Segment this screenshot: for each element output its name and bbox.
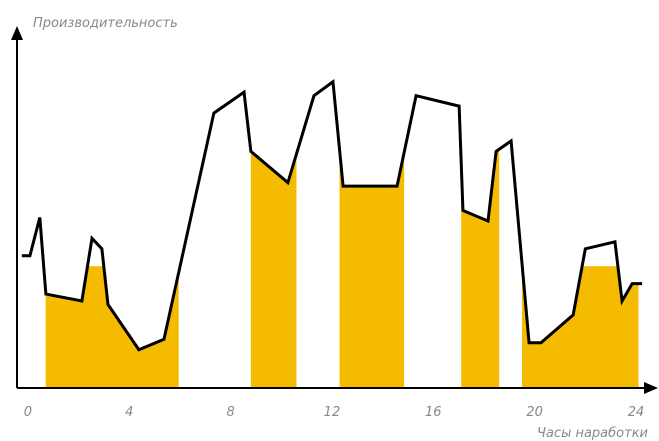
x-axis-arrow bbox=[644, 382, 658, 394]
y-axis-label: Производительность bbox=[33, 16, 178, 31]
x-tick-label: 24 bbox=[628, 405, 645, 420]
x-tick-label: 20 bbox=[526, 405, 543, 420]
x-tick-label: 8 bbox=[226, 405, 234, 420]
line bbox=[21, 78, 643, 352]
x-tick-label: 4 bbox=[125, 405, 133, 420]
fill-area bbox=[250, 144, 297, 388]
fill-area bbox=[45, 266, 179, 388]
y-axis-arrow bbox=[11, 26, 23, 40]
x-tick-label: 16 bbox=[425, 405, 442, 420]
fill-area bbox=[339, 144, 405, 388]
x-tick-label: 12 bbox=[324, 405, 341, 420]
x-tick-label: 0 bbox=[24, 405, 32, 420]
x-axis-label: Часы наработки bbox=[537, 426, 648, 441]
